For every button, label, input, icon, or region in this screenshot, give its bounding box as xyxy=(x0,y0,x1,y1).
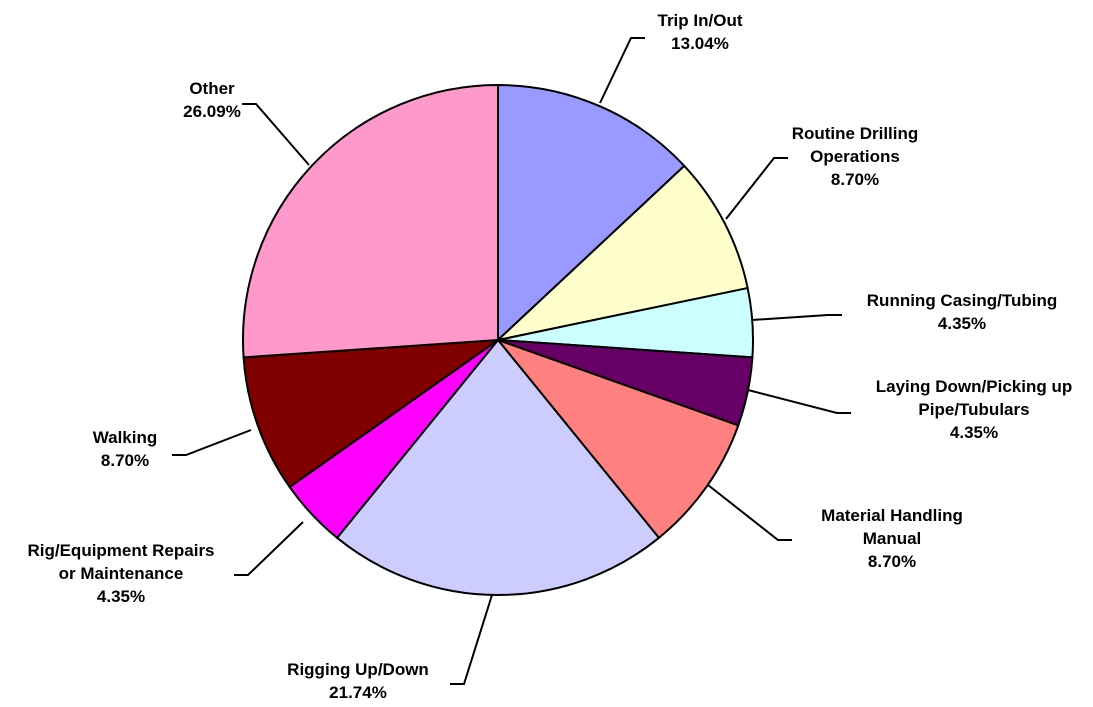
leader-line-rig-equipment-repairs-or-maintenance xyxy=(234,521,304,576)
slice-label-routine-drilling-operations: Routine Drilling Operations 8.70% xyxy=(792,124,919,189)
slice-name-label: or Maintenance xyxy=(59,564,184,583)
pie-slice-rigging-up-down xyxy=(336,339,660,596)
slice-name-label: Running Casing/Tubing xyxy=(867,291,1057,310)
slice-label-material-handling-manual: Material Handling Manual 8.70% xyxy=(821,506,963,571)
slice-percent-label: 8.70% xyxy=(831,170,879,189)
slice-percent-label: 26.09% xyxy=(183,102,241,121)
slice-percent-label: 4.35% xyxy=(950,423,998,442)
slice-name-label: Routine Drilling xyxy=(792,124,919,143)
leader-line-rigging-up-down xyxy=(450,594,493,685)
slice-name-label: Rig/Equipment Repairs xyxy=(27,541,214,560)
slice-percent-label: 21.74% xyxy=(329,683,387,702)
slice-label-running-casing-tubing: Running Casing/Tubing 4.35% xyxy=(867,291,1057,333)
slice-name-label: Manual xyxy=(863,529,922,548)
slice-percent-label: 13.04% xyxy=(671,34,729,53)
slice-labels: Trip In/Out 13.04% Routine Drilling Operati… xyxy=(27,11,1072,702)
slice-name-label: Walking xyxy=(93,428,158,447)
leader-line-trip-in-out xyxy=(599,37,645,104)
slice-name-label: Other xyxy=(189,79,235,98)
leader-line-walking xyxy=(172,429,252,456)
slice-label-laying-down-picking-up-pipe-tubulars: Laying Down/Picking up Pipe/Tubulars 4.35% xyxy=(876,377,1072,442)
pie-slice-material-handling-manual xyxy=(497,339,740,539)
pie-slice-routine-drilling-operations xyxy=(497,164,749,341)
slice-label-trip-in-out: Trip In/Out 13.04% xyxy=(658,11,743,53)
leader-line-running-casing-tubing xyxy=(751,314,842,321)
slice-label-rig-equipment-repairs-or-maintenance: Rig/Equipment Repairs or Maintenance 4.35% xyxy=(27,541,214,606)
pie-slice-walking xyxy=(242,339,499,489)
slice-label-rigging-up-down: Rigging Up/Down 21.74% xyxy=(287,660,429,702)
pie-slices xyxy=(242,84,754,596)
slice-label-walking: Walking 8.70% xyxy=(93,428,158,470)
leader-line-routine-drilling-operations xyxy=(725,157,788,220)
slice-percent-label: 8.70% xyxy=(868,552,916,571)
slice-percent-label: 8.70% xyxy=(101,451,149,470)
slice-name-label: Operations xyxy=(810,147,900,166)
slice-name-label: Laying Down/Picking up xyxy=(876,377,1072,396)
leader-line-material-handling-manual xyxy=(707,484,792,541)
leader-line-laying-down-picking-up-pipe-tubulars xyxy=(747,389,851,414)
slice-name-label: Trip In/Out xyxy=(658,11,743,30)
slice-percent-label: 4.35% xyxy=(938,314,986,333)
slice-name-label: Rigging Up/Down xyxy=(287,660,429,679)
leader-lines xyxy=(172,37,851,685)
pie-slice-other xyxy=(242,84,499,359)
slice-label-other: Other 26.09% xyxy=(183,79,241,121)
leader-line-other xyxy=(242,103,310,166)
slice-name-label: Pipe/Tubulars xyxy=(918,400,1029,419)
slice-name-label: Material Handling xyxy=(821,506,963,525)
pie-slice-trip-in-out xyxy=(497,84,686,341)
slice-percent-label: 4.35% xyxy=(97,587,145,606)
